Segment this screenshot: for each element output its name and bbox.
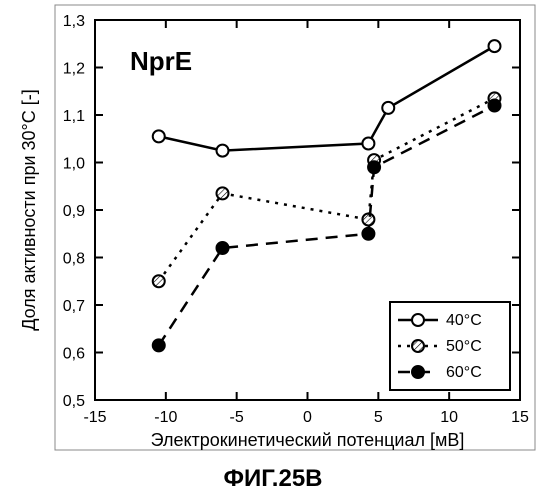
marker-40°C — [362, 138, 374, 150]
chart-container: { "chart": { "type": "line", "plot_title… — [0, 0, 546, 500]
marker-60°C — [217, 242, 229, 254]
y-tick-label: 0,7 — [63, 298, 85, 315]
y-tick-label: 1,0 — [63, 156, 85, 173]
marker-40°C — [489, 40, 501, 52]
marker-60°C — [489, 100, 501, 112]
plot-title: NprE — [130, 46, 192, 76]
marker-40°C — [217, 145, 229, 157]
x-tick-label: -5 — [230, 409, 244, 426]
y-tick-label: 1,2 — [63, 61, 85, 78]
x-tick-label: 10 — [440, 409, 458, 426]
y-tick-label: 1,1 — [63, 108, 85, 125]
marker-60°C — [362, 228, 374, 240]
figure-caption: ФИГ.25В — [223, 465, 322, 492]
marker-60°C — [368, 161, 380, 173]
marker-50°C — [153, 275, 165, 287]
x-tick-label: 15 — [511, 409, 529, 426]
marker-40°C — [382, 102, 394, 114]
y-tick-label: 0,9 — [63, 203, 85, 220]
legend-label: 40°C — [446, 312, 482, 329]
y-tick-label: 1,3 — [63, 13, 85, 30]
x-axis-label: Электрокинетический потенциал [мВ] — [151, 430, 465, 450]
x-tick-label: 0 — [303, 409, 312, 426]
legend-label: 60°C — [446, 364, 482, 381]
y-tick-label: 0,8 — [63, 251, 85, 268]
marker-50°C — [362, 214, 374, 226]
legend-label: 50°C — [446, 338, 482, 355]
x-tick-label: -15 — [83, 409, 106, 426]
marker-40°C — [153, 130, 165, 142]
marker-50°C — [217, 187, 229, 199]
line-chart: -15 -10 -5 0 5 10 15 0,5 0,6 0,7 0,8 0,9 1,0 1,1 1,2 1,… — [0, 0, 546, 500]
x-tick-label: 5 — [374, 409, 383, 426]
y-tick-label: 0,5 — [63, 393, 85, 410]
marker-60°C — [153, 339, 165, 351]
y-axis-label: Доля активности при 30°C [-] — [19, 89, 39, 331]
x-tick-label: -10 — [154, 409, 177, 426]
y-tick-label: 0,6 — [63, 346, 85, 363]
